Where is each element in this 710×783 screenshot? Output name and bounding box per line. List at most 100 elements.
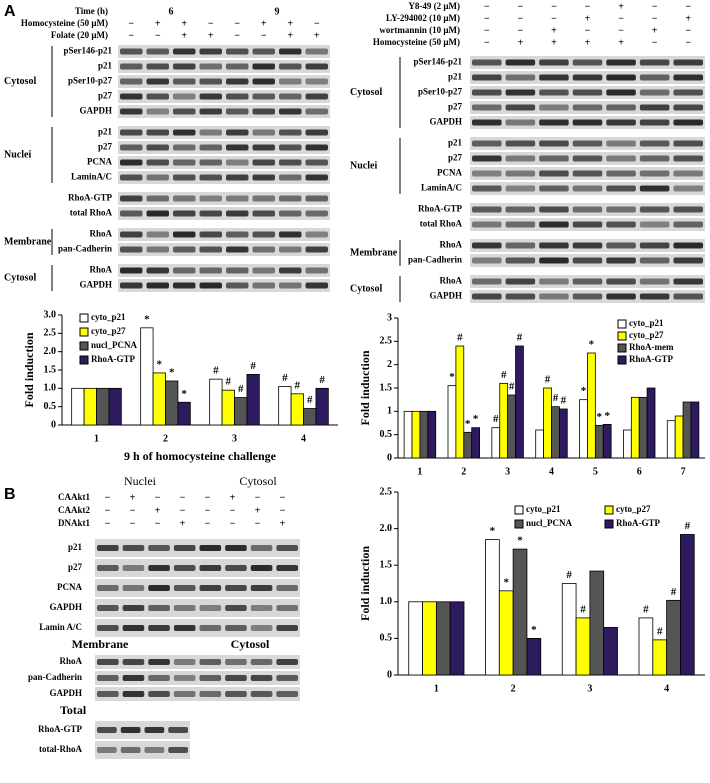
x-axis-label: 9 h of homocysteine challenge bbox=[124, 449, 277, 463]
blot-band bbox=[173, 565, 196, 571]
blot-band bbox=[225, 625, 247, 631]
blot-strip bbox=[118, 156, 330, 169]
treatment-mark: − bbox=[518, 13, 524, 24]
blot-header: Cytosol bbox=[231, 637, 270, 651]
blot-strip bbox=[95, 539, 300, 557]
blot-band bbox=[97, 545, 119, 551]
blot-band bbox=[250, 565, 273, 571]
blot-band bbox=[173, 93, 196, 100]
significance-marker: # bbox=[295, 379, 301, 391]
blot-band bbox=[639, 257, 670, 264]
blot-header: Membrane bbox=[72, 637, 129, 651]
significance-marker: * bbox=[531, 624, 537, 636]
blot-band bbox=[639, 293, 670, 300]
blot-band bbox=[199, 605, 222, 611]
blot-band bbox=[606, 155, 636, 162]
legend-label: nucl_PCNA bbox=[91, 340, 138, 350]
treatment-mark: − bbox=[155, 518, 161, 529]
blot-strip bbox=[95, 721, 190, 739]
y-tick-label: 0.5 bbox=[44, 401, 57, 412]
panel-label: B bbox=[4, 486, 16, 503]
bar bbox=[558, 408, 568, 459]
blot-band bbox=[305, 246, 328, 253]
blot-band bbox=[279, 195, 302, 202]
blot-band bbox=[226, 144, 249, 151]
blot-band bbox=[305, 144, 328, 151]
legend-swatch bbox=[79, 327, 89, 337]
blot-band bbox=[673, 278, 703, 285]
treatment-mark: − bbox=[484, 13, 490, 24]
x-tick-label: 1 bbox=[94, 433, 99, 444]
blot-label: RhoA bbox=[89, 229, 112, 239]
blot-band bbox=[472, 140, 502, 147]
blot-band bbox=[606, 206, 636, 213]
significance-marker: # bbox=[561, 395, 567, 407]
blot-band bbox=[122, 659, 145, 665]
blot-band bbox=[173, 545, 196, 551]
blot-band bbox=[505, 293, 536, 300]
significance-marker: * bbox=[473, 413, 479, 425]
blot-band bbox=[226, 267, 249, 274]
blot-band bbox=[252, 282, 275, 289]
blot-strip bbox=[118, 228, 330, 241]
blot-band bbox=[279, 63, 302, 70]
treatment-mark: − bbox=[128, 18, 134, 29]
x-tick-label: 1 bbox=[417, 466, 422, 477]
treatment-mark: + bbox=[287, 18, 293, 29]
blot-band bbox=[173, 585, 196, 591]
blot-band bbox=[173, 108, 196, 115]
legend-swatch bbox=[617, 355, 627, 365]
significance-marker: * bbox=[144, 313, 150, 325]
blot-label: LaminA/C bbox=[421, 183, 462, 193]
blot-band bbox=[539, 104, 569, 111]
blot-band bbox=[173, 210, 196, 217]
treatment-mark: − bbox=[585, 25, 591, 36]
blot-band bbox=[97, 605, 119, 611]
blot-band bbox=[146, 78, 169, 85]
blot-band bbox=[673, 104, 703, 111]
blot-band bbox=[572, 293, 603, 300]
significance-marker: * bbox=[465, 418, 471, 430]
blot-label: pan-Cadherin bbox=[408, 255, 462, 265]
blot-band bbox=[472, 293, 502, 300]
blot-label: RhoA-GTP bbox=[418, 204, 463, 214]
blot-band bbox=[276, 691, 298, 697]
legend-label: RhoA-GTP bbox=[629, 354, 674, 364]
blot-band bbox=[120, 267, 143, 274]
significance-marker: # bbox=[282, 372, 288, 384]
y-tick-label: 2.0 bbox=[380, 523, 393, 534]
blot-band bbox=[639, 278, 670, 285]
treatment-mark: + bbox=[685, 13, 691, 24]
blot-band bbox=[122, 675, 145, 681]
blot-band bbox=[305, 63, 328, 70]
blot-band bbox=[173, 675, 196, 681]
bar bbox=[674, 415, 684, 459]
blot-band bbox=[252, 195, 275, 202]
blot-strip bbox=[95, 671, 300, 685]
treatment-mark: + bbox=[180, 518, 186, 529]
blot-band bbox=[146, 159, 169, 166]
significance-marker: * bbox=[581, 385, 587, 397]
blot-band bbox=[225, 565, 247, 571]
blot-band bbox=[173, 246, 196, 253]
blot-band bbox=[120, 195, 143, 202]
y-axis-label: Fold induction bbox=[22, 332, 36, 407]
bar bbox=[507, 394, 516, 459]
significance-marker: # bbox=[671, 586, 677, 598]
panel-label: A bbox=[4, 3, 16, 20]
blot-band bbox=[539, 59, 569, 66]
blot-band bbox=[225, 675, 247, 681]
significance-marker: # bbox=[319, 374, 325, 386]
bar bbox=[652, 639, 668, 676]
blot-band bbox=[199, 691, 222, 697]
x-tick-label: 7 bbox=[681, 466, 686, 477]
blot-strip bbox=[95, 559, 300, 577]
x-tick-label: 4 bbox=[549, 466, 554, 477]
blot-band bbox=[199, 78, 222, 85]
blot-band bbox=[505, 119, 536, 126]
blot-band bbox=[279, 129, 302, 136]
legend-swatch bbox=[79, 313, 89, 323]
blot-band bbox=[606, 104, 636, 111]
blot-band bbox=[146, 48, 169, 55]
